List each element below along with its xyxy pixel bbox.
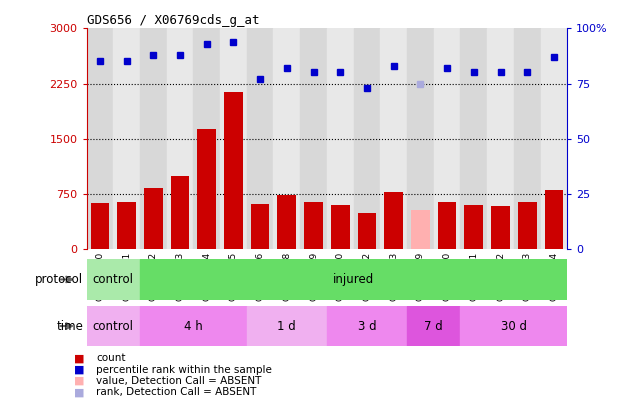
- Bar: [87, 28, 113, 249]
- Text: ■: ■: [74, 354, 84, 363]
- Bar: [171, 175, 189, 249]
- Bar: [358, 213, 376, 249]
- Bar: [518, 202, 537, 249]
- Text: protocol: protocol: [35, 273, 83, 286]
- Text: 3 d: 3 d: [358, 320, 376, 333]
- Bar: [460, 28, 487, 249]
- Bar: [140, 28, 167, 249]
- Bar: [380, 28, 407, 249]
- Bar: [304, 202, 323, 249]
- Text: 1 d: 1 d: [278, 320, 296, 333]
- Bar: [87, 259, 140, 300]
- Text: GDS656 / X06769cds_g_at: GDS656 / X06769cds_g_at: [87, 14, 259, 27]
- Bar: [224, 92, 243, 249]
- Text: 7 d: 7 d: [424, 320, 443, 333]
- Bar: [407, 306, 460, 346]
- Bar: [144, 188, 163, 249]
- Bar: [251, 204, 269, 249]
- Bar: [407, 28, 434, 249]
- Bar: [331, 205, 349, 249]
- Bar: [247, 28, 274, 249]
- Bar: [300, 28, 327, 249]
- Bar: [540, 28, 567, 249]
- Bar: [514, 28, 540, 249]
- Bar: [411, 210, 429, 249]
- Bar: [167, 28, 194, 249]
- Bar: [140, 306, 247, 346]
- Bar: [197, 129, 216, 249]
- Text: injured: injured: [333, 273, 374, 286]
- Text: time: time: [56, 320, 83, 333]
- Bar: [117, 202, 136, 249]
- Bar: [247, 306, 327, 346]
- Text: value, Detection Call = ABSENT: value, Detection Call = ABSENT: [96, 376, 262, 386]
- Bar: [113, 28, 140, 249]
- Bar: [220, 28, 247, 249]
- Text: ■: ■: [74, 365, 84, 375]
- Bar: [327, 306, 407, 346]
- Bar: [545, 190, 563, 249]
- Bar: [460, 306, 567, 346]
- Bar: [487, 28, 514, 249]
- Bar: [194, 28, 220, 249]
- Bar: [438, 202, 456, 249]
- Text: count: count: [96, 354, 126, 363]
- Text: ■: ■: [74, 376, 84, 386]
- Text: rank, Detection Call = ABSENT: rank, Detection Call = ABSENT: [96, 388, 256, 397]
- Bar: [491, 206, 510, 249]
- Bar: [434, 28, 460, 249]
- Text: 30 d: 30 d: [501, 320, 527, 333]
- Text: ■: ■: [74, 388, 84, 397]
- Bar: [87, 306, 140, 346]
- Text: percentile rank within the sample: percentile rank within the sample: [96, 365, 272, 375]
- Text: 4 h: 4 h: [184, 320, 203, 333]
- Bar: [354, 28, 380, 249]
- Bar: [90, 203, 109, 249]
- Bar: [385, 192, 403, 249]
- Bar: [278, 195, 296, 249]
- Bar: [140, 259, 567, 300]
- Bar: [274, 28, 300, 249]
- Text: control: control: [93, 320, 134, 333]
- Bar: [465, 205, 483, 249]
- Bar: [327, 28, 354, 249]
- Text: control: control: [93, 273, 134, 286]
